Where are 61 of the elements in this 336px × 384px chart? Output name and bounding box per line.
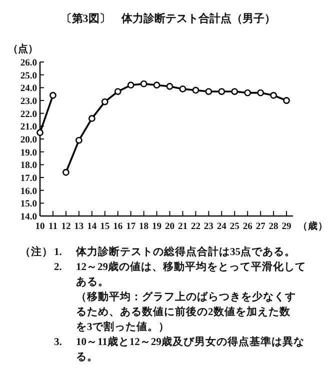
y-tick-label: 19.0 [20, 148, 38, 158]
y-tick-label: 26.0 [20, 58, 38, 68]
y-tick-label: 15.0 [20, 200, 38, 210]
point [153, 82, 160, 89]
x-tick-label: 20 [164, 222, 175, 232]
point [50, 92, 56, 99]
point [75, 136, 82, 144]
x-tick-label: 25 [230, 222, 240, 232]
point [140, 80, 148, 88]
x-tick-label: 24 [216, 222, 227, 232]
y-tick-label: 22.0 [20, 110, 38, 120]
y-tick-label: 25.0 [20, 71, 38, 82]
x-tick-label: 22 [190, 222, 201, 232]
chart-title: 〔第3図〕 体力診断テスト合計点（男子） [60, 12, 276, 25]
x-tick-label: 12 [61, 222, 71, 232]
point [88, 115, 96, 122]
x-tick-label: 23 [204, 222, 214, 232]
text: 2. 12～29歳の値は、移動平均をとって平滑化してある。 [54, 262, 306, 288]
x-tick-label: 19 [152, 222, 162, 232]
point [283, 97, 290, 104]
y-tick-label: 16.0 [20, 186, 38, 197]
x-tick-label: 13 [74, 222, 84, 232]
point [114, 88, 122, 95]
x-tick-label: 17 [126, 222, 136, 232]
x-tick-label: 28 [268, 222, 279, 232]
x-tick-label: 16 [113, 222, 123, 232]
text: 3. 10～11歳と12～29歳及び男女の得点基準は異なる。 [54, 337, 304, 363]
y-tick-label: 24.0 [20, 84, 38, 94]
y-tick-label: 21.0 [20, 122, 38, 133]
x-tick-label: 10 [35, 222, 45, 232]
point [101, 98, 108, 106]
x-tick-label: 21 [178, 222, 188, 232]
y-axis-title: （点） [8, 43, 38, 55]
x-axis-title: （歳） [298, 220, 328, 232]
y-tick-label: 18.0 [20, 161, 38, 172]
x-tick-label: 11 [48, 222, 58, 232]
text: （注） [20, 245, 54, 260]
y-tick-label: 17.0 [20, 174, 38, 184]
point [62, 168, 70, 176]
point [218, 88, 226, 95]
x-tick-label: 27 [256, 222, 266, 232]
x-tick-label: 18 [139, 222, 149, 232]
point [205, 88, 212, 95]
point [231, 88, 238, 95]
x-tick-label: 26 [242, 222, 253, 232]
point [192, 86, 200, 94]
text: 1. 体力診断テストの総得点合計は35点である。 [54, 247, 296, 258]
y-tick-label: 20.0 [20, 136, 38, 146]
x-tick-label: 15 [100, 222, 110, 232]
point [36, 129, 44, 136]
text: （移動平均：グラフ上のばらつきを少なくするため、ある数値に前後の2数値を加えた数を3で割った値。） [76, 290, 296, 335]
point [127, 82, 134, 89]
point [244, 89, 252, 96]
point [179, 86, 186, 92]
y-tick-label: 23.0 [20, 97, 38, 107]
point [270, 92, 277, 99]
y-tick-label: 14.0 [20, 212, 38, 222]
x-tick-label: 29 [282, 222, 292, 232]
point [166, 82, 174, 90]
x-tick-label: 14 [87, 222, 97, 232]
point [257, 89, 264, 96]
